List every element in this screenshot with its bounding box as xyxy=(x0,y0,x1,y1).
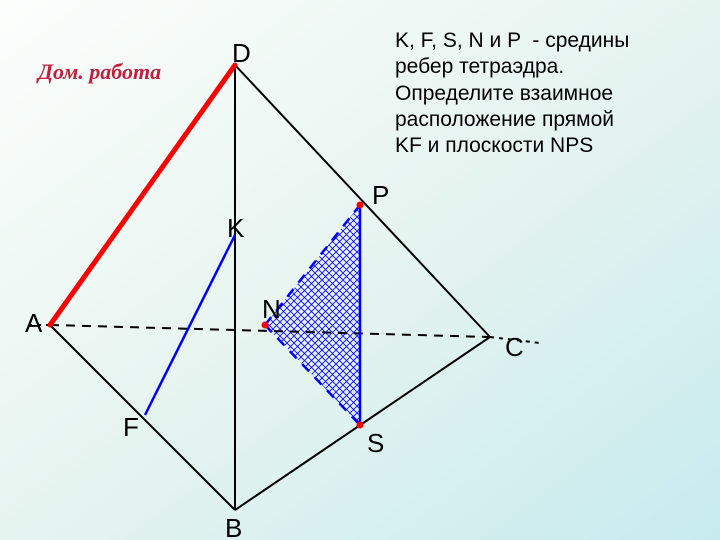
point-marker-P xyxy=(357,202,364,209)
label-S: S xyxy=(367,427,384,460)
point-marker-S xyxy=(357,422,364,429)
label-D: D xyxy=(232,37,251,70)
label-B: B xyxy=(225,512,242,540)
label-A: A xyxy=(25,307,42,340)
label-K: K xyxy=(227,212,244,245)
diagram-stage: A B C D K F N S P Дом. работа K, F, S, N и P - сре… xyxy=(0,0,720,540)
label-F: F xyxy=(123,411,139,444)
label-P: P xyxy=(372,179,389,212)
homework-title: Дом. работа xyxy=(38,58,161,86)
label-N: N xyxy=(262,293,281,326)
task-text: K, F, S, N и P - средины ребер тетраэдра… xyxy=(395,28,705,159)
label-C: C xyxy=(505,331,524,364)
